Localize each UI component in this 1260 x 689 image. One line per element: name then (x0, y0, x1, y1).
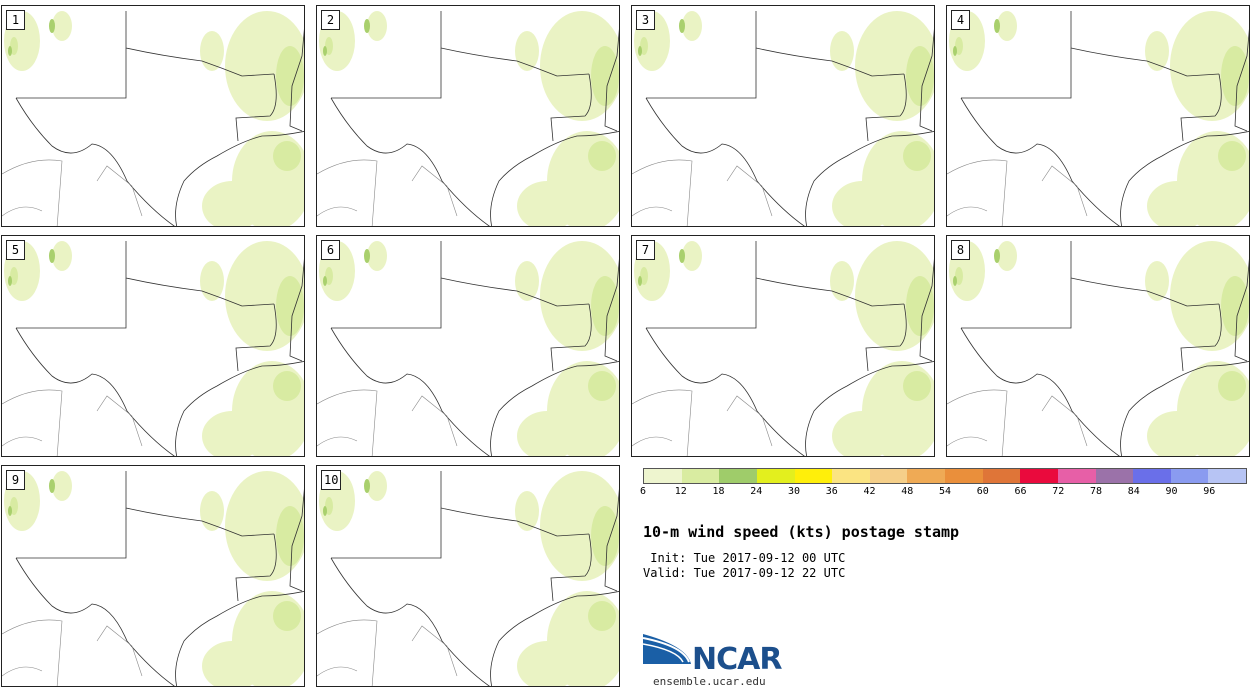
member-label: 4 (951, 10, 970, 30)
ncar-logo-text: NCAR (692, 642, 782, 677)
colorbar-tick-label: 18 (712, 486, 725, 497)
colorbar-swatch (1020, 469, 1058, 483)
map-panel-1: 1 (1, 5, 305, 227)
colorbar-swatch (1057, 469, 1096, 483)
map-texas-icon (2, 241, 304, 456)
map-texas-icon (2, 11, 304, 226)
map-texas-icon (632, 11, 934, 226)
colorbar-tick-label: 84 (1127, 486, 1140, 497)
colorbar-tick-label: 48 (901, 486, 914, 497)
map-panel-2: 2 (316, 5, 620, 227)
colorbar-swatch (945, 469, 983, 483)
colorbar-swatch (1170, 469, 1209, 483)
init-time: Init: Tue 2017-09-12 00 UTC (643, 551, 846, 565)
member-label: 10 (321, 470, 342, 490)
colorbar-swatch (1095, 469, 1134, 483)
colorbar-swatch (869, 469, 908, 483)
colorbar-swatch (982, 469, 1021, 483)
colorbar-tick-label: 24 (750, 486, 763, 497)
map-panel-10: 10 (316, 465, 620, 687)
colorbar-tick-label: 54 (938, 486, 952, 497)
member-label: 9 (6, 470, 25, 490)
colorbar-swatch (756, 469, 795, 483)
colorbar-tick-label: 72 (1052, 486, 1065, 497)
map-panel-3: 3 (631, 5, 935, 227)
member-label: 2 (321, 10, 340, 30)
map-panel-6: 6 (316, 235, 620, 457)
map-texas-icon (317, 11, 619, 226)
colorbar-tick-label: 12 (674, 486, 687, 497)
colorbar (643, 468, 1247, 484)
map-panel-4: 4 (946, 5, 1250, 227)
member-label: 6 (321, 240, 340, 260)
map-texas-icon (947, 11, 1249, 226)
colorbar-tick-label: 90 (1165, 486, 1178, 497)
colorbar-swatch (832, 469, 870, 483)
map-texas-icon (317, 471, 619, 686)
valid-time: Valid: Tue 2017-09-12 22 UTC (643, 566, 846, 580)
colorbar-tick-label: 66 (1014, 486, 1027, 497)
map-panel-5: 5 (1, 235, 305, 457)
map-texas-icon (947, 241, 1249, 456)
colorbar-tick-label: 6 (639, 486, 647, 497)
colorbar-swatch (681, 469, 720, 483)
member-label: 5 (6, 240, 25, 260)
colorbar-ticks: 6 12 18 24 30 36 42 48 54 60 66 72 78 84 90 96 (639, 486, 1247, 500)
colorbar-tick-label: 78 (1089, 486, 1103, 497)
chart-title: 10-m wind speed (kts) postage stamp (643, 523, 960, 541)
colorbar-tick-label: 42 (863, 486, 876, 497)
colorbar-swatch (1133, 469, 1171, 483)
colorbar-swatch (1208, 469, 1246, 483)
map-panel-8: 8 (946, 235, 1250, 457)
colorbar-swatch (794, 469, 833, 483)
colorbar-swatch (644, 469, 682, 483)
ncar-logo-icon (643, 634, 691, 664)
member-label: 3 (636, 10, 655, 30)
member-label: 8 (951, 240, 970, 260)
colorbar-tick-label: 60 (976, 486, 989, 497)
colorbar-swatch (907, 469, 945, 483)
map-texas-icon (317, 241, 619, 456)
member-label: 1 (6, 10, 25, 30)
colorbar-tick-label: 30 (787, 486, 801, 497)
map-panel-7: 7 (631, 235, 935, 457)
colorbar-swatch (719, 469, 757, 483)
colorbar-tick-label: 36 (825, 486, 838, 497)
map-panel-9: 9 (1, 465, 305, 687)
site-url: ensemble.ucar.edu (653, 675, 766, 688)
map-texas-icon (2, 471, 304, 686)
colorbar-tick-label: 96 (1203, 486, 1216, 497)
map-texas-icon (632, 241, 934, 456)
member-label: 7 (636, 240, 655, 260)
